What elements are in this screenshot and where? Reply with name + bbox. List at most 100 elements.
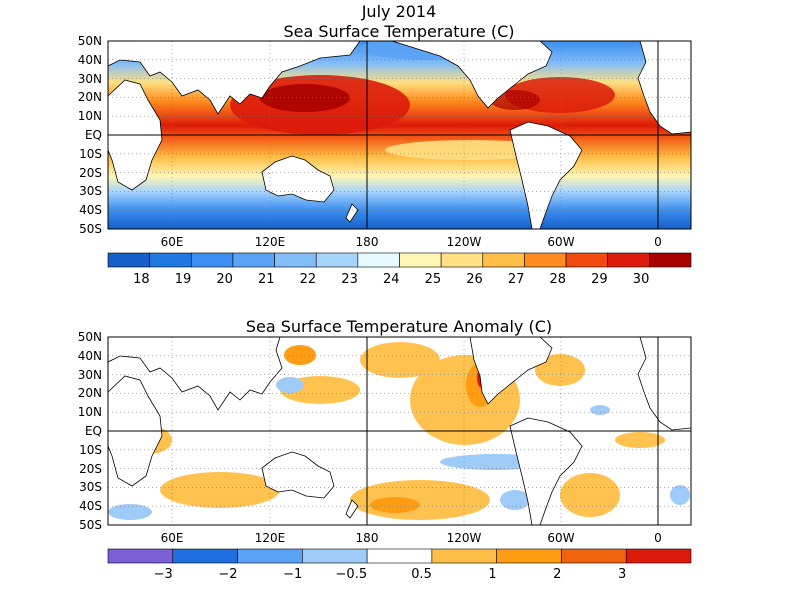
lat-label: 50N	[78, 34, 102, 48]
eurasia-land	[108, 337, 283, 411]
colorbar-swatch	[357, 252, 400, 268]
colorbar-label: 25	[425, 272, 442, 287]
colorbar-swatch	[625, 548, 692, 564]
colorbar-label: 28	[550, 272, 567, 287]
colorbar-swatch	[649, 252, 692, 268]
lon-label: 60W	[547, 531, 574, 545]
colorbar-swatch	[107, 548, 174, 564]
australia-land	[261, 451, 335, 499]
sst-map-frame	[107, 40, 692, 230]
colorbar-swatch	[524, 252, 567, 268]
lat-label: EQ	[85, 424, 102, 438]
colorbar-label: 0.5	[411, 567, 432, 582]
colorbar-swatch	[561, 548, 627, 564]
lon-labels: 60E 120E 180 120W 60W 0	[161, 235, 662, 249]
colorbar-swatch	[399, 252, 442, 268]
colorbar-label: 30	[633, 272, 650, 287]
anomaly-title: Sea Surface Temperature Anomaly (C)	[246, 317, 552, 336]
europe-nafrica-land	[637, 337, 691, 431]
australia-land	[261, 155, 335, 203]
colorbar-swatch	[366, 548, 433, 564]
lon-label: 0	[654, 235, 662, 249]
colorbar-label: 1	[488, 567, 496, 582]
anomaly-map-frame	[107, 336, 692, 526]
cold-tongue	[385, 140, 555, 160]
anomaly-colorbar: −3 −2 −1 −0.5 0.5 1 2 3	[107, 548, 692, 582]
lat-label: 50S	[79, 518, 102, 532]
colorbar-label: 21	[258, 272, 275, 287]
colorbar-swatch	[302, 548, 368, 564]
colorbar-swatch	[237, 548, 303, 564]
colorbar-label: 20	[216, 272, 233, 287]
colorbar-label: 19	[175, 272, 192, 287]
lat-labels: 50N 40N 30N 20N 10N EQ 10S 20S 30S 40S 5…	[78, 330, 102, 532]
colorbar-label: 26	[466, 272, 483, 287]
lat-label: 50S	[79, 222, 102, 236]
lon-gridlines	[171, 337, 562, 525]
lat-label: 40S	[79, 499, 102, 513]
lon-label: 120E	[255, 531, 286, 545]
lat-label: 40S	[79, 203, 102, 217]
lat-labels: 50N 40N 30N 20N 10N EQ 10S 20S 30S 40S 5…	[78, 34, 102, 236]
colorbar-label: 27	[508, 272, 525, 287]
lat-label: 20N	[78, 386, 102, 400]
colorbar-label: 18	[133, 272, 150, 287]
negative-anomalies	[108, 377, 690, 520]
warm-pool-core	[260, 84, 350, 112]
colorbar-swatch	[496, 548, 562, 564]
lat-label: 20S	[79, 462, 102, 476]
colorbar-swatch	[440, 252, 484, 268]
lon-label: 120E	[255, 235, 286, 249]
colorbar-swatch	[149, 252, 192, 268]
lon-labels: 60E 120E 180 120W 60W 0	[161, 531, 662, 545]
lat-label: 30S	[79, 184, 102, 198]
sst-panel: July 2014 Sea Surface Temperature (C)	[78, 2, 692, 287]
lat-label: 10N	[78, 405, 102, 419]
colorbar-label: −3	[154, 567, 173, 582]
lat-label: 20N	[78, 90, 102, 104]
colorbar-label: −1	[283, 567, 302, 582]
lon-label: 60E	[161, 235, 184, 249]
colorbar-label: 3	[618, 567, 626, 582]
lat-label: 10S	[79, 443, 102, 457]
anomaly-map	[108, 337, 691, 525]
lon-label: 60E	[161, 531, 184, 545]
lat-label: 50N	[78, 330, 102, 344]
colorbar-swatch	[565, 252, 609, 268]
colorbar-label: 29	[591, 272, 608, 287]
colorbar-label: 22	[300, 272, 317, 287]
lon-label: 180	[356, 235, 379, 249]
new-zealand-land	[345, 203, 359, 223]
south-america-land	[509, 417, 583, 525]
colorbar-swatch	[607, 252, 650, 268]
lat-label: 30N	[78, 368, 102, 382]
lat-label: 10N	[78, 109, 102, 123]
colorbar-swatch	[482, 252, 525, 268]
colorbar-swatch	[107, 252, 150, 268]
gulf-warm	[490, 90, 540, 110]
colorbar-swatch	[431, 548, 497, 564]
colorbar-swatch	[232, 252, 275, 268]
lat-label: 40N	[78, 53, 102, 67]
colorbar-swatch	[172, 548, 238, 564]
lon-label: 120W	[447, 235, 482, 249]
colorbar-label: −2	[218, 567, 237, 582]
europe-nafrica-land	[637, 41, 691, 135]
sst-colorbar: 18 19 20 21 22 23 24 25 26 27 28 29 30	[107, 252, 692, 287]
south-america-land	[509, 121, 583, 229]
lon-label: 180	[356, 531, 379, 545]
lat-label: 30S	[79, 480, 102, 494]
colorbar-label: −0.5	[336, 567, 368, 582]
anomaly-panel: Sea Surface Temperature Anomaly (C)	[78, 317, 692, 582]
colorbar-swatch	[315, 252, 359, 268]
eurasia-land	[108, 41, 361, 115]
lat-label: 10S	[79, 147, 102, 161]
colorbar-label: 2	[553, 567, 561, 582]
lon-label: 120W	[447, 531, 482, 545]
lat-label: 40N	[78, 349, 102, 363]
new-zealand-land	[345, 499, 359, 519]
lon-label: 0	[654, 531, 662, 545]
lat-label: 20S	[79, 166, 102, 180]
lon-gridlines	[171, 41, 562, 229]
lat-label: EQ	[85, 128, 102, 142]
